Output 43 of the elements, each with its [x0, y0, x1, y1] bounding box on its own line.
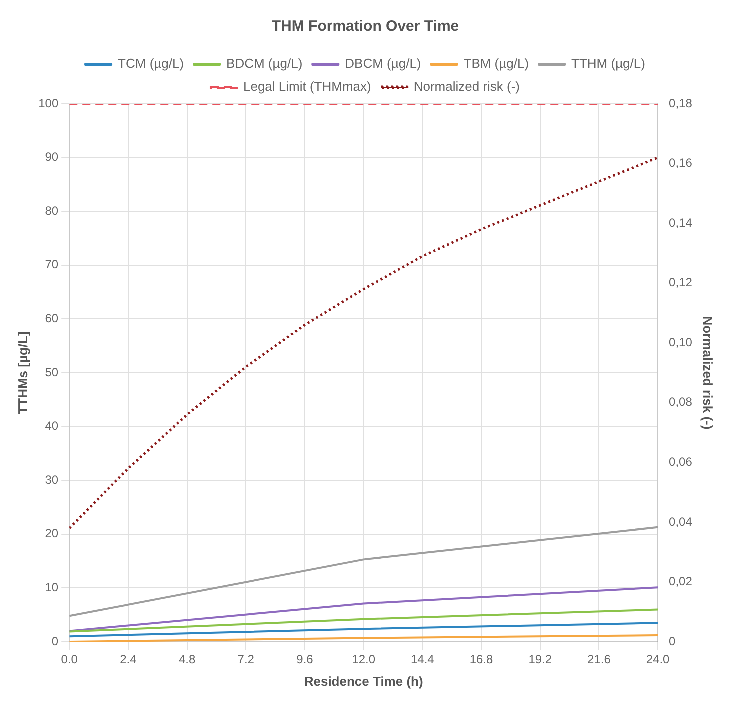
legend-label: BDCM (µg/L): [226, 56, 303, 72]
x-tick-label: 7.2: [238, 652, 255, 667]
chart-title: THM Formation Over Time: [272, 18, 460, 36]
y-tick-label: 30: [45, 472, 59, 487]
y-tick-label: 0: [52, 634, 59, 648]
x-tick-label: 16.8: [470, 652, 494, 667]
legend-label: Normalized risk (-): [414, 79, 520, 94]
y-tick-label: 100: [38, 96, 59, 110]
x-tick-label: 4.8: [178, 652, 196, 667]
x-tick-label: 2.4: [120, 652, 138, 667]
legend-label: TTHM (µg/L): [572, 56, 646, 72]
y-tick-label: 80: [45, 204, 59, 218]
x-axis-title: Residence Time (h): [304, 674, 424, 689]
y2-tick-label: 0,18: [669, 96, 693, 110]
y2-tick-label: 0: [669, 634, 676, 648]
y2-axis-title: Normalized risk (-): [700, 316, 716, 430]
x-tick-label: 21.6: [588, 652, 612, 667]
x-tick-label: 12.0: [352, 652, 376, 667]
legend-label: DBCM (µg/L): [345, 56, 422, 72]
y2-tick-label: 0,16: [669, 156, 693, 170]
y-tick-label: 60: [45, 312, 59, 326]
legend-label: Legal Limit (THMmax): [243, 79, 372, 94]
y-tick-label: 10: [45, 580, 59, 595]
x-tick-label: 9.6: [296, 652, 314, 667]
y-tick-label: 20: [45, 526, 59, 541]
x-tick-label: 0.0: [61, 652, 78, 667]
x-tick-label: 14.4: [410, 652, 435, 667]
y-tick-label: 90: [45, 150, 59, 164]
y2-tick-label: 0,14: [669, 216, 693, 230]
x-tick-label: 24.0: [646, 652, 670, 667]
y2-tick-label: 0,06: [669, 454, 693, 469]
y2-tick-label: 0,02: [669, 574, 693, 589]
y2-tick-label: 0,08: [669, 395, 693, 410]
y2-tick-label: 0,10: [669, 335, 693, 350]
y2-tick-label: 0,04: [669, 514, 693, 529]
y-axis-title: TTHMs [µg/L]: [15, 332, 30, 414]
y2-tick-label: 0,12: [669, 276, 693, 290]
x-tick-label: 19.2: [528, 652, 552, 667]
y-tick-label: 50: [45, 365, 59, 380]
y-tick-label: 70: [45, 258, 59, 272]
y-tick-label: 40: [45, 419, 59, 434]
legend-label: TBM (µg/L): [464, 56, 530, 72]
legend-label: TCM (µg/L): [118, 56, 184, 72]
